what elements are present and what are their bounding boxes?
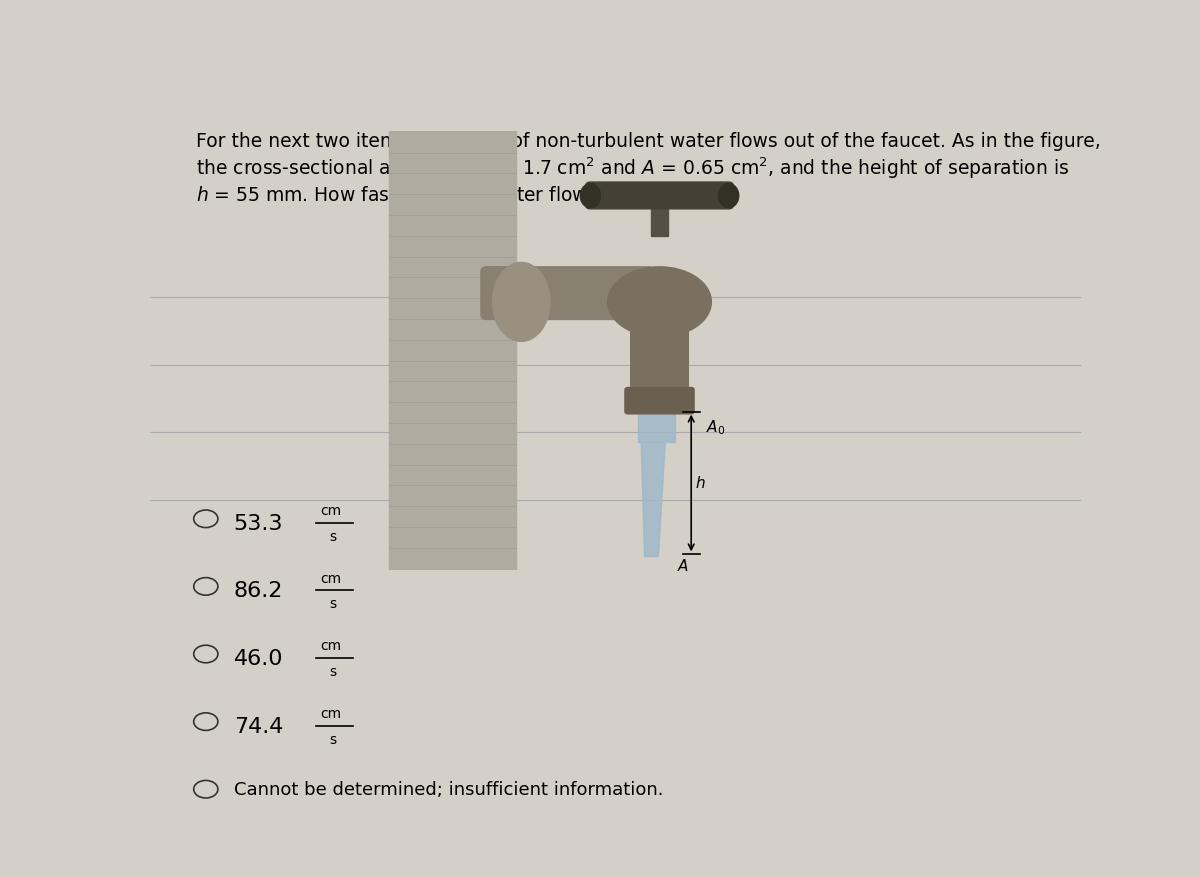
FancyBboxPatch shape: [481, 267, 654, 320]
Bar: [637, 410, 676, 443]
Text: s: s: [330, 731, 337, 745]
Bar: [389, 132, 516, 570]
Text: s: s: [330, 596, 337, 610]
Text: s: s: [330, 664, 337, 678]
Text: cm: cm: [320, 571, 341, 585]
Ellipse shape: [607, 267, 712, 338]
Ellipse shape: [719, 184, 739, 209]
FancyBboxPatch shape: [586, 183, 733, 210]
Text: cm: cm: [320, 706, 341, 720]
Bar: [650, 202, 668, 237]
Text: Cannot be determined; insufficient information.: Cannot be determined; insufficient infor…: [234, 781, 664, 798]
Text: 53.3: 53.3: [234, 513, 283, 533]
Text: cm: cm: [320, 503, 341, 517]
Text: $A$: $A$: [677, 558, 689, 574]
Text: 46.0: 46.0: [234, 648, 283, 668]
Ellipse shape: [492, 263, 550, 342]
Text: 86.2: 86.2: [234, 581, 283, 601]
Text: 74.4: 74.4: [234, 716, 283, 736]
Text: For the next two items: A stream of non-turbulent water flows out of the faucet.: For the next two items: A stream of non-…: [197, 132, 1102, 206]
Ellipse shape: [581, 184, 600, 209]
Text: $A_0$: $A_0$: [706, 418, 725, 437]
Text: cm: cm: [320, 638, 341, 652]
Polygon shape: [641, 443, 665, 557]
Text: s: s: [330, 529, 337, 543]
Text: $h$: $h$: [695, 474, 706, 490]
FancyBboxPatch shape: [631, 292, 689, 405]
FancyBboxPatch shape: [625, 388, 694, 415]
